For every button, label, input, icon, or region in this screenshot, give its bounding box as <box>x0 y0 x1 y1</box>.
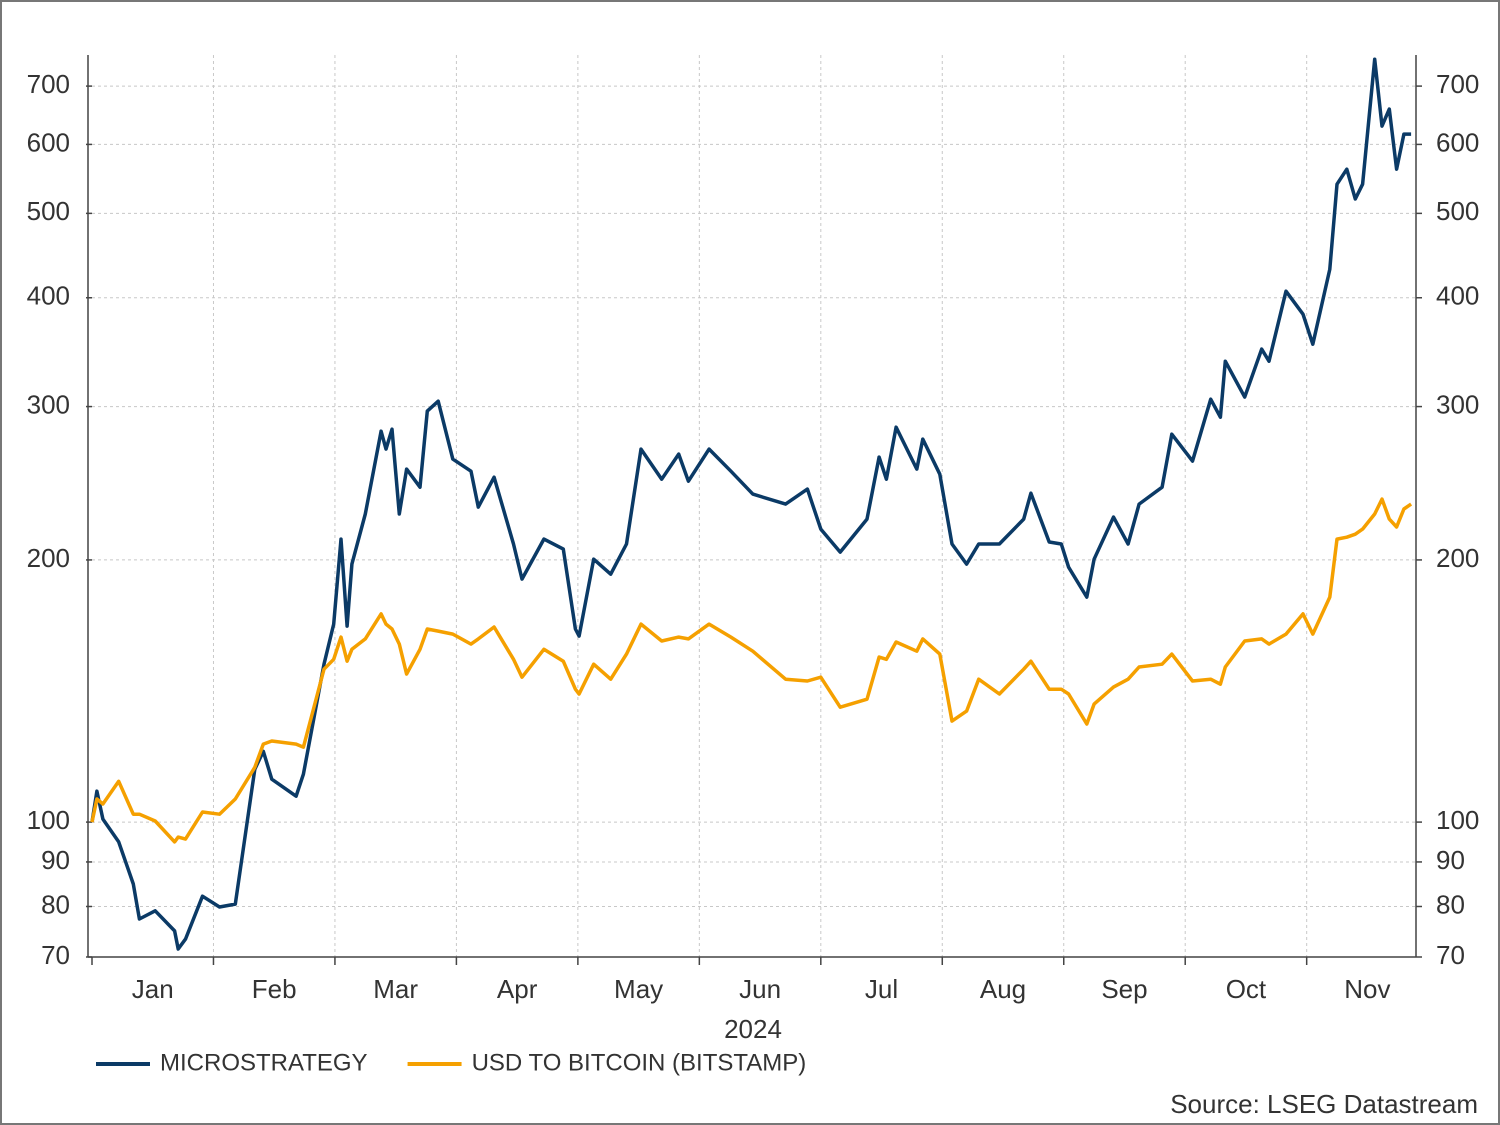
y-tick-label: 500 <box>27 196 70 226</box>
x-tick-label: May <box>614 974 663 1004</box>
y-tick-label: 400 <box>27 281 70 311</box>
y2-tick-label: 90 <box>1436 845 1465 875</box>
y2-tick-label: 300 <box>1436 389 1479 419</box>
series-line <box>90 497 1413 844</box>
y-tick-label: 200 <box>27 543 70 573</box>
series-line <box>90 57 1412 951</box>
source-note: Source: LSEG Datastream <box>1170 1089 1478 1119</box>
x-tick-label: Feb <box>252 974 297 1004</box>
legend-label: USD TO BITCOIN (BITSTAMP) <box>472 1049 807 1076</box>
x-axis-label: 2024 <box>724 1014 782 1044</box>
y2-tick-label: 100 <box>1436 805 1479 835</box>
y2-tick-label: 400 <box>1436 281 1479 311</box>
y2-tick-label: 600 <box>1436 127 1479 157</box>
x-tick-label: Jun <box>739 974 781 1004</box>
x-tick-label: Jul <box>865 974 898 1004</box>
x-tick-label: Aug <box>980 974 1026 1004</box>
y2-tick-label: 200 <box>1436 543 1479 573</box>
y-tick-label: 80 <box>41 889 70 919</box>
x-tick-label: Oct <box>1226 974 1267 1004</box>
x-tick-label: Sep <box>1101 974 1147 1004</box>
y-tick-label: 70 <box>41 940 70 970</box>
x-tick-label: Nov <box>1344 974 1390 1004</box>
y2-tick-label: 500 <box>1436 196 1479 226</box>
x-tick-label: Mar <box>373 974 418 1004</box>
y-tick-label: 700 <box>27 69 70 99</box>
y-tick-label: 600 <box>27 127 70 157</box>
x-tick-label: Jan <box>132 974 174 1004</box>
y-tick-label: 90 <box>41 845 70 875</box>
y2-tick-label: 70 <box>1436 940 1465 970</box>
y2-tick-label: 80 <box>1436 889 1465 919</box>
y2-tick-label: 700 <box>1436 69 1479 99</box>
legend-label: MICROSTRATEGY <box>160 1049 368 1076</box>
x-tick-label: Apr <box>497 974 538 1004</box>
y-tick-label: 300 <box>27 389 70 419</box>
y-tick-label: 100 <box>27 805 70 835</box>
